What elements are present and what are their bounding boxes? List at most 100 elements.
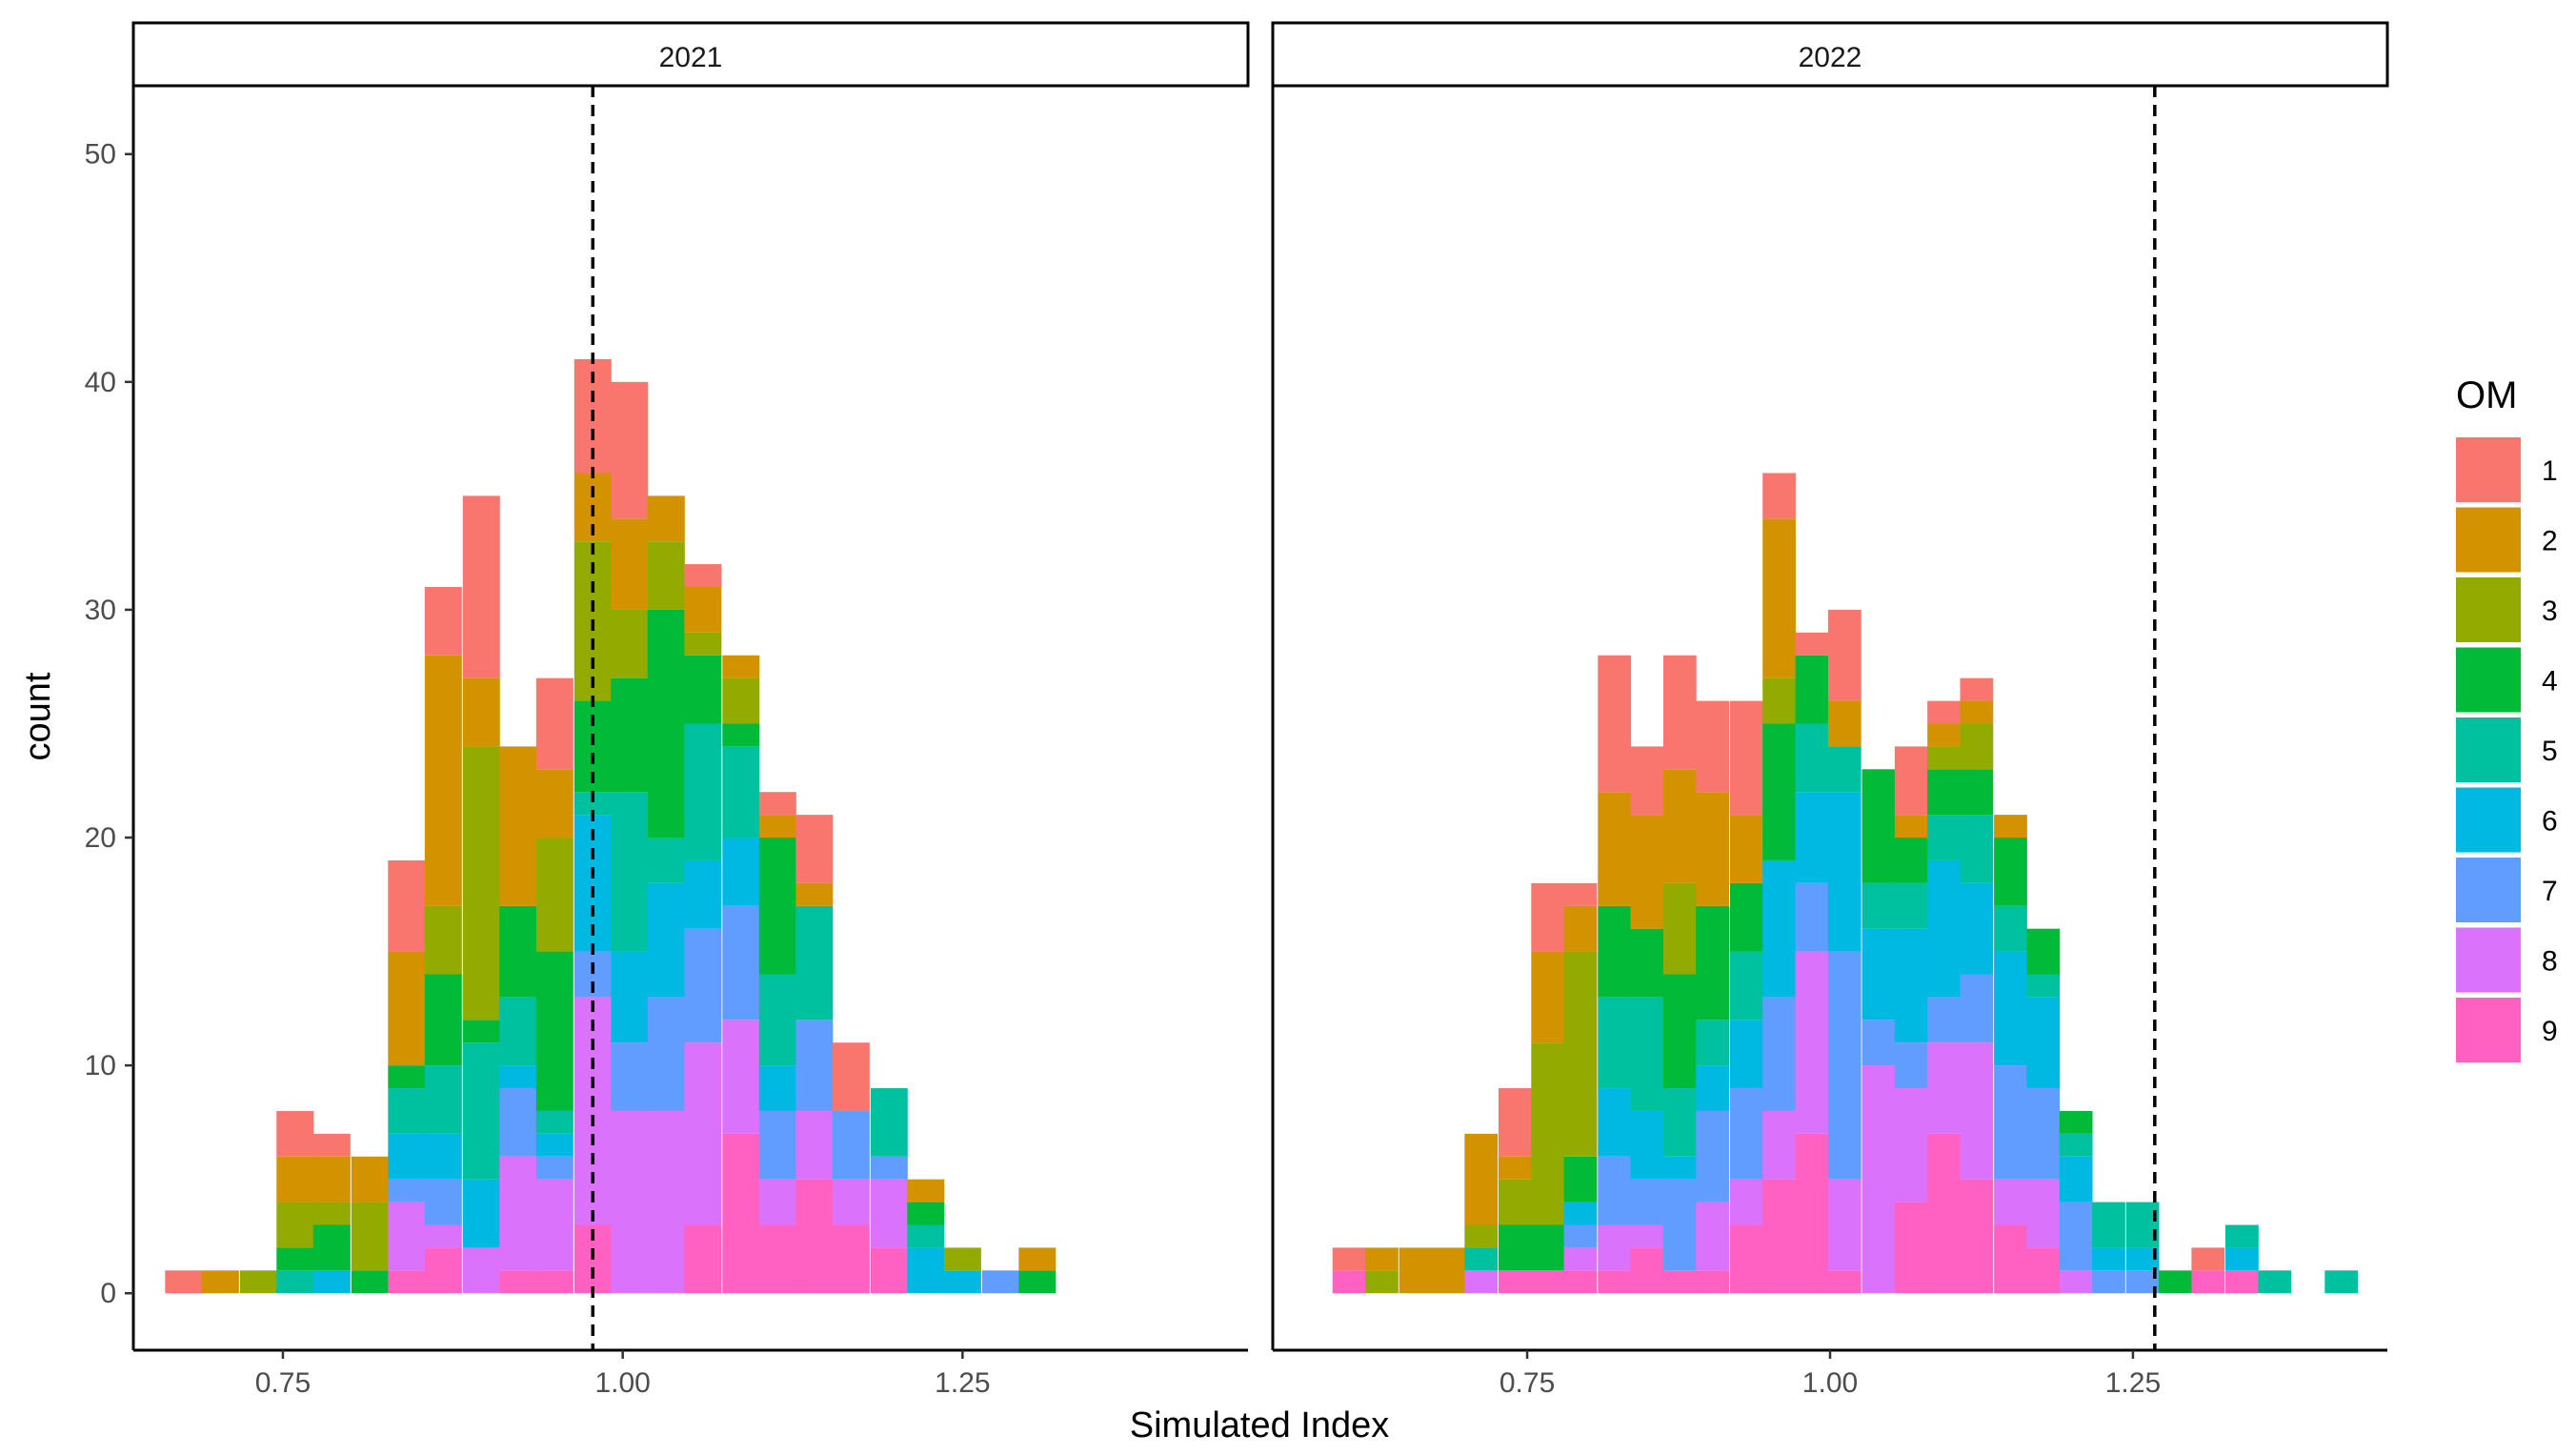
bar-segment-om-7 <box>1960 974 1994 1043</box>
legend-key-2 <box>2456 507 2521 573</box>
x-tick-label: 0.75 <box>255 1367 311 1399</box>
bar-segment-om-2 <box>1994 815 2027 839</box>
bar-segment-om-7 <box>1927 997 1961 1043</box>
bar-segment-om-4 <box>462 1020 500 1043</box>
bar-segment-om-7 <box>611 1042 649 1111</box>
bar-segment-om-6 <box>1630 1110 1664 1180</box>
legend-label-3: 3 <box>2542 596 2558 627</box>
bar-segment-om-2 <box>1498 1156 1532 1180</box>
bar-segment-om-4 <box>1960 769 1994 816</box>
bar-segment-om-8 <box>1994 1179 2027 1225</box>
legend: OM 1 2 3 4 5 6 7 8 9 <box>2456 374 2558 1062</box>
legend-key-7 <box>2456 858 2521 922</box>
bar-segment-om-2 <box>1696 792 1730 906</box>
bar-segment-om-7 <box>722 905 760 1021</box>
bar-segment-om-7 <box>1563 1224 1598 1248</box>
bar-segment-om-1 <box>424 587 462 656</box>
bar-segment-om-4 <box>535 951 574 1111</box>
bar-segment-om-6 <box>424 1133 462 1180</box>
bar-segment-om-7 <box>758 1110 796 1180</box>
bar-segment-om-7 <box>2092 1270 2125 1294</box>
legend-title: OM <box>2456 374 2517 416</box>
bar-segment-om-6 <box>1762 859 1796 998</box>
x-tick-label: 1.25 <box>935 1367 990 1399</box>
bar-segment-om-4 <box>907 1202 945 1225</box>
bar-segment-om-6 <box>312 1270 351 1294</box>
bar-segment-om-9 <box>2225 1270 2259 1294</box>
bar-segment-om-3 <box>611 609 649 678</box>
bar-segment-om-7 <box>1598 1156 1632 1225</box>
bar-segment-om-2 <box>276 1156 314 1202</box>
y-tick-label: 0 <box>100 1278 116 1309</box>
bar-segment-om-3 <box>351 1202 389 1271</box>
bar-segment-om-6 <box>2225 1247 2259 1271</box>
bar-segment-om-8 <box>1464 1270 1499 1294</box>
bar-segment-om-8 <box>647 1110 685 1294</box>
bar-segment-om-6 <box>1696 1065 1730 1111</box>
bar-segment-om-9 <box>1696 1270 1730 1294</box>
bar-segment-om-4 <box>611 677 649 793</box>
bar-segment-om-9 <box>1729 1224 1763 1294</box>
bar-segment-om-9 <box>1531 1270 1565 1294</box>
bar-segment-om-1 <box>388 859 426 952</box>
x-tick-label: 1.00 <box>1802 1367 1858 1399</box>
bar-segment-om-4 <box>351 1270 389 1294</box>
bar-segment-om-8 <box>1729 1179 1763 1225</box>
bar-segment-om-8 <box>1960 1042 1994 1180</box>
panel-2022: 0.75 1.00 1.25 <box>1271 86 2387 1399</box>
bar-segment-om-3 <box>1365 1270 1399 1294</box>
bar-segment-om-2 <box>795 882 834 906</box>
bar-segment-om-9 <box>535 1270 574 1294</box>
bar-segment-om-9 <box>795 1179 834 1294</box>
bar-segment-om-7 <box>2059 1202 2093 1271</box>
bar-segment-om-1 <box>165 1270 203 1294</box>
bar-segment-om-5 <box>1827 746 1862 793</box>
bar-segment-om-2 <box>684 587 722 633</box>
bar-segment-om-5 <box>795 905 834 1021</box>
x-tick-label: 0.75 <box>1499 1367 1555 1399</box>
bar-segment-om-5 <box>907 1224 945 1248</box>
bar-segment-om-4 <box>1994 838 2027 906</box>
bar-segment-om-6 <box>611 951 649 1043</box>
bar-segment-om-4 <box>758 838 796 975</box>
bar-segment-om-3 <box>1662 882 1697 975</box>
bar-segment-om-4 <box>722 723 760 747</box>
bar-segment-om-7 <box>1729 1088 1763 1180</box>
bar-segment-om-9 <box>388 1270 426 1294</box>
bar-segment-om-6 <box>1563 1202 1598 1225</box>
bar-segment-om-5 <box>1894 882 1928 929</box>
bar-segment-om-2 <box>907 1179 945 1202</box>
bar-segment-om-3 <box>276 1202 314 1248</box>
bar-segment-om-8 <box>574 997 612 1225</box>
bar-segment-om-6 <box>2125 1247 2160 1271</box>
panel-2-strip <box>1271 21 2389 88</box>
bar-segment-om-6 <box>388 1133 426 1180</box>
bar-segment-om-7 <box>1630 1179 1664 1225</box>
y-tick-label: 50 <box>85 139 116 171</box>
bar-segment-om-4 <box>276 1247 314 1271</box>
bar-segment-om-1 <box>1795 632 1829 656</box>
bar-segment-om-1 <box>276 1110 314 1157</box>
bar-segment-om-2 <box>1531 951 1565 1043</box>
bar-segment-om-2 <box>1563 905 1598 952</box>
legend-label-2: 2 <box>2542 526 2558 557</box>
bar-segment-om-5 <box>1696 1020 1730 1066</box>
bar-segment-om-7 <box>832 1110 870 1180</box>
bar-segment-om-3 <box>647 541 685 610</box>
bar-segment-om-5 <box>1662 1088 1697 1157</box>
bar-segment-om-1 <box>1662 655 1697 770</box>
bar-segment-om-8 <box>1894 1088 1928 1202</box>
bar-segment-om-5 <box>574 792 612 816</box>
bar-segment-om-7 <box>424 1179 462 1225</box>
panel-2021: 0.75 1.00 1.25 0 10 20 30 40 50 <box>85 86 1248 1399</box>
bar-segment-om-9 <box>1960 1179 1994 1294</box>
bar-segment-om-9 <box>1927 1133 1961 1294</box>
bar-segment-om-7 <box>1696 1110 1730 1202</box>
legend-key-9 <box>2456 998 2521 1062</box>
bar-segment-om-1 <box>1498 1088 1532 1157</box>
bar-segment-om-6 <box>907 1247 945 1294</box>
bar-segment-om-8 <box>499 1156 537 1271</box>
bar-segment-om-4 <box>1531 1224 1565 1271</box>
bar-segment-om-8 <box>758 1179 796 1225</box>
